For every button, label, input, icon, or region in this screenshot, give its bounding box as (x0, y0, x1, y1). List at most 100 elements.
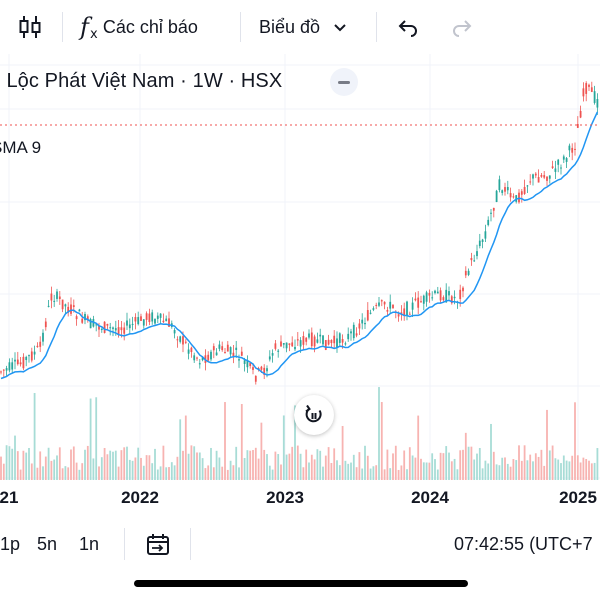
volume-bar (184, 415, 187, 480)
date-range-icon[interactable] (145, 532, 171, 563)
volume-bar (81, 463, 84, 480)
volume-bar (277, 454, 280, 480)
candle (22, 353, 25, 371)
volume-bar (484, 460, 487, 480)
candle (134, 313, 137, 330)
candle (501, 189, 504, 196)
volume-bar (548, 450, 551, 480)
volume-bar (397, 469, 400, 480)
volume-bar (394, 445, 397, 480)
volume-bar (212, 467, 215, 480)
candle (33, 345, 36, 360)
volume-bar (14, 435, 16, 480)
timezone-clock[interactable]: 07:42:55 (UTC+7 (454, 534, 593, 554)
candle (67, 302, 70, 317)
volume-bar (170, 462, 173, 480)
candle (425, 290, 428, 307)
candle (470, 252, 473, 266)
volume-bar (576, 455, 579, 480)
volume-bar (47, 447, 50, 480)
candle (338, 332, 341, 346)
candle (64, 303, 67, 315)
volume-bar (445, 446, 448, 480)
candle (448, 286, 450, 301)
candle (291, 336, 294, 347)
volume-bar (554, 458, 557, 480)
candle (557, 158, 560, 173)
price-chart[interactable] (0, 54, 600, 514)
volume-bar (271, 469, 274, 480)
candle (58, 291, 61, 305)
range-1p-button[interactable]: 1p (0, 534, 21, 554)
volume-bar (439, 452, 442, 480)
volume-bar (291, 446, 294, 480)
volume-bar (344, 460, 347, 480)
candle (28, 354, 30, 363)
candle (560, 164, 562, 175)
range-1n-button[interactable]: 1n (79, 534, 100, 554)
candle (509, 187, 512, 202)
candle (344, 341, 347, 346)
volume-bar (316, 449, 319, 480)
candle (81, 311, 84, 324)
bottom-divider (190, 528, 191, 560)
candle (411, 297, 414, 318)
candle (159, 313, 162, 324)
volume-bar (280, 464, 282, 480)
volume-bar (596, 448, 599, 480)
volume-bar (229, 460, 232, 480)
redo-icon[interactable] (448, 8, 476, 46)
candle (364, 317, 366, 329)
volume-bar (109, 450, 112, 480)
chart-pane[interactable]: · Lộc Phát Việt Nam · 1W · HSX SMA 9 21 … (0, 54, 600, 514)
volume-bar (5, 445, 8, 480)
candlestick-icon[interactable] (14, 8, 46, 46)
candle (50, 286, 53, 309)
volume-bar (196, 452, 198, 480)
volume-bar (89, 398, 92, 480)
candle (518, 189, 520, 204)
sma-legend[interactable]: SMA 9 (0, 138, 41, 158)
volume-bar (112, 451, 114, 480)
volume-bar (420, 458, 422, 480)
symbol-legend[interactable]: · Lộc Phát Việt Nam · 1W · HSX (0, 70, 282, 93)
candle (330, 339, 333, 348)
volume-bar (400, 465, 403, 480)
candle (53, 294, 56, 307)
volume-bar (529, 454, 532, 480)
candle (274, 340, 277, 351)
collapse-legend-button[interactable] (330, 68, 358, 96)
volume-bar (142, 465, 145, 480)
candle (131, 316, 134, 331)
candle (431, 291, 434, 301)
candle (11, 357, 14, 374)
candle (145, 311, 148, 326)
range-5n-button[interactable]: 5n (37, 534, 58, 554)
volume-bar (145, 455, 148, 480)
x-tick-label: 21 (0, 488, 19, 507)
candle (305, 337, 308, 346)
candle (212, 343, 215, 359)
sma-label: SMA 9 (0, 138, 42, 157)
candle (355, 327, 358, 338)
candle (137, 311, 140, 326)
volume-bar (198, 452, 201, 480)
volume-bar (392, 453, 394, 480)
toolbar-divider (376, 12, 377, 42)
chart-type-button[interactable]: Biểu đồ (259, 8, 348, 46)
volume-bar (182, 450, 184, 480)
undo-icon[interactable] (394, 8, 422, 46)
volume-bar (459, 450, 462, 480)
volume-bar (100, 457, 103, 480)
volume-bar (218, 457, 221, 480)
candle (464, 266, 467, 279)
candle (394, 310, 397, 319)
volume-bar (36, 467, 39, 480)
reset-chart-button[interactable] (294, 395, 334, 435)
candle (366, 302, 369, 322)
candle (268, 350, 271, 362)
candle (254, 375, 257, 385)
candle (481, 238, 484, 249)
volume-bar (260, 422, 263, 480)
